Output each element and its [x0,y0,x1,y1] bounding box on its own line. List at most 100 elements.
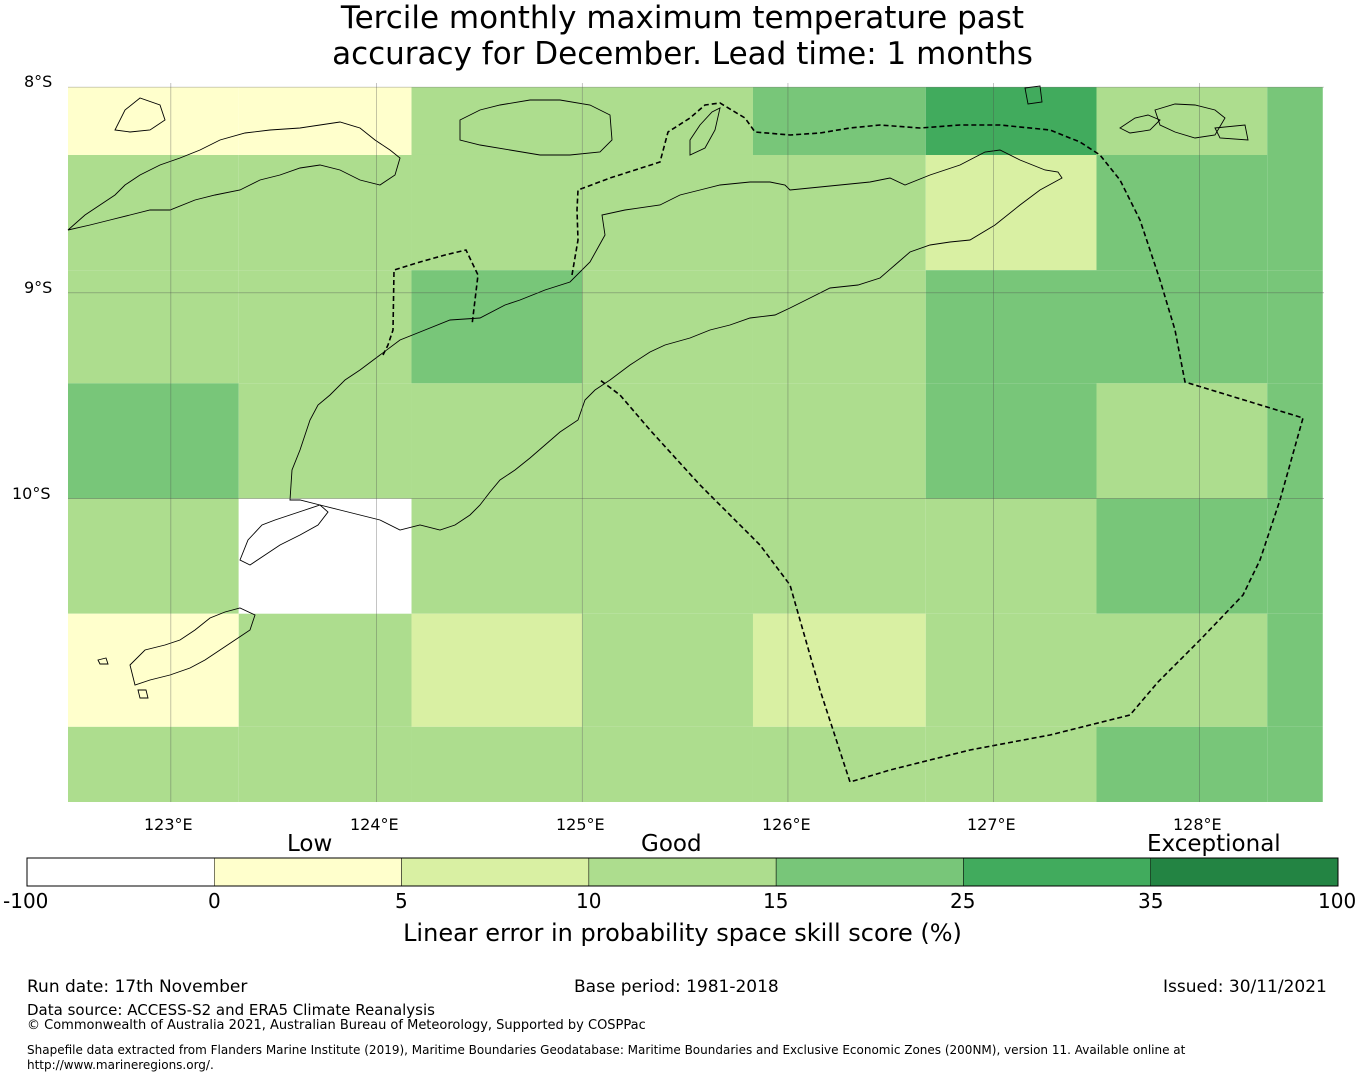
lon-label-127e: 127°E [967,815,1016,834]
grid-cell [1267,87,1323,155]
grid-cell [68,498,239,614]
data-source: Data source: ACCESS-S2 and ERA5 Climate … [27,1001,435,1019]
grid-cell [1096,154,1268,271]
grid-cell [925,383,1097,499]
eez-boundary-west [382,249,479,356]
grid-cell [1267,383,1323,499]
grid-cell [925,498,1097,614]
grid-cell [582,383,753,499]
lon-label-128e: 128°E [1173,815,1222,834]
shapefile-credit-line-1: Shapefile data extracted from Flanders M… [27,1043,1186,1057]
grid-cell [411,498,583,614]
grid-cell [582,726,753,802]
grid-cell [411,270,583,384]
base-period: Base period: 1981-2018 [574,977,779,997]
grid-cell [1096,87,1268,155]
grid-cell [1267,498,1323,614]
category-good: Good [641,831,702,857]
grid-cell [752,270,926,384]
lat-label-8s: 8°S [24,72,53,91]
grid-cell [1267,726,1323,802]
grid-cell [411,87,583,155]
cb-tick-15: 15 [763,889,789,913]
colorbar-frame [26,857,1339,887]
cb-tick-5: 5 [395,889,408,913]
lon-label-126e: 126°E [762,815,811,834]
colorbar-segment [1150,857,1339,887]
title-line-2: accuracy for December. Lead time: 1 mont… [332,36,1033,72]
grid-cell [1096,383,1268,499]
cb-tick-neg100: -100 [3,889,49,913]
colorbar-segment [588,857,777,887]
grid-cell [68,270,239,384]
lon-label-125e: 125°E [556,815,605,834]
grid-cell [752,154,926,271]
grid-cell [752,726,926,802]
title-line-1: Tercile monthly maximum temperature past [340,0,1025,36]
grid-cell [925,270,1097,384]
coastline-islet-3 [114,97,166,133]
grid-cell [411,726,583,802]
grid-cell [411,154,583,271]
lat-label-10s: 10°S [12,484,51,503]
grid-cell [68,383,239,499]
grid-cell [238,87,412,155]
colorbar-title: Linear error in probability space skill … [403,919,962,947]
coastline-rote [239,504,329,566]
grid-cell [752,498,926,614]
cb-tick-10: 10 [576,889,602,913]
colorbar-segment [401,857,590,887]
colorbar-segment [26,857,215,887]
maritime-boundaries [382,102,1304,783]
shapefile-credit-line-2: http://www.marineregions.org/. [27,1058,214,1072]
grid-cell [582,498,753,614]
grid-cell [582,154,753,271]
grid-cell [925,613,1097,727]
copyright: © Commonwealth of Australia 2021, Austra… [27,1018,646,1033]
colorbar-segment [214,857,402,887]
coastline-alor [459,99,613,156]
skill-grid [68,87,1323,802]
grid-cell [68,726,239,802]
grid-cell [925,87,1097,155]
cb-tick-0: 0 [208,889,221,913]
grid-cell [582,87,753,155]
grid-cell [68,613,239,727]
grid-cell [1096,613,1268,727]
coastline-flores [67,121,401,231]
grid-cell [238,270,412,384]
category-exceptional: Exceptional [1147,831,1281,857]
lon-label-123e: 123°E [144,815,193,834]
graticule [68,83,1324,802]
coastline-islet-2 [1214,124,1249,141]
grid-cell [411,613,583,727]
coastlines [67,85,1249,699]
coastline-islet [1024,85,1043,105]
coastline-damar [1154,103,1226,139]
run-date: Run date: 17th November [27,977,248,997]
colorbar-segment [963,857,1151,887]
grid-cell [411,383,583,499]
grid-cell [1096,726,1268,802]
lon-label-124e: 124°E [350,815,399,834]
grid-cell [238,613,412,727]
cb-tick-25: 25 [950,889,976,913]
cb-tick-100: 100 [1318,889,1357,913]
grid-cell [582,613,753,727]
issued-date: Issued: 30/11/2021 [1163,977,1327,997]
grid-cell [238,726,412,802]
grid-cell [1267,270,1323,384]
grid-cell [1096,498,1268,614]
grid-cell [925,726,1097,802]
grid-cell [238,383,412,499]
grid-cell [238,498,412,614]
grid-cell [1267,154,1323,271]
grid-cell [752,613,926,727]
cb-tick-35: 35 [1138,889,1164,913]
grid-cell [1267,613,1323,727]
colorbar-segment [775,857,964,887]
coastline-islet-5 [137,689,149,699]
grid-cell [752,383,926,499]
category-low: Low [287,831,333,857]
